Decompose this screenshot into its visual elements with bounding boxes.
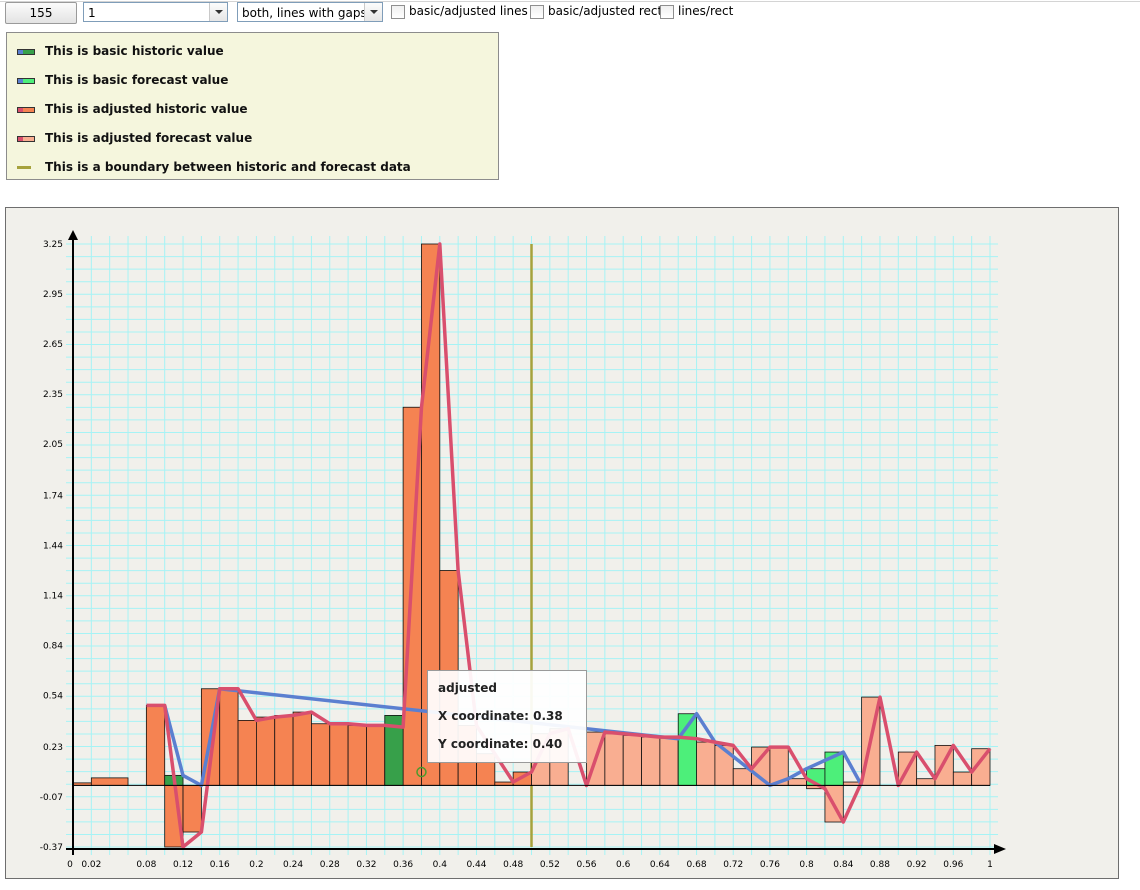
tooltip-x-coordinate: X coordinate: 0.38 [438,709,563,723]
x-tick-label: 0.4 [433,860,448,870]
x-tick-label: 0.2 [249,860,263,870]
x-tick-label: 0.92 [907,860,927,870]
adjusted-bar [347,725,367,786]
count-button[interactable]: 155 [5,2,77,24]
x-tick-label: 0.36 [393,860,413,870]
x-tick-label: 0.84 [833,860,853,870]
tooltip: adjusted X coordinate: 0.38 Y coordinate… [427,670,587,763]
adjusted-bar [182,784,202,833]
checkbox-label: lines/rect [678,4,734,18]
tooltip-y-coordinate: Y coordinate: 0.40 [438,737,563,751]
x-tick-label: 0.08 [136,860,156,870]
adjusted-bar [696,741,716,786]
adjusted-bar [916,778,936,786]
adjusted-bar [311,723,331,786]
legend-label: This is a boundary between historic and … [45,160,411,174]
checkbox-box[interactable] [660,5,674,19]
legend-label: This is adjusted forecast value [45,131,253,145]
x-tick-label: 0.52 [540,860,560,870]
x-tick-label: 0.64 [650,860,670,870]
y-tick-label: 2.95 [43,290,63,300]
toolbar-divider [0,1,1140,2]
legend-label: This is adjusted historic value [45,102,248,116]
adjusted-bar [787,778,808,786]
x-tick-label: 1 [987,860,993,870]
x-axis-arrow [994,844,1006,854]
chevron-down-icon[interactable] [364,3,382,21]
y-tick-label: 0.54 [43,691,63,701]
adjusted-bar [366,725,386,786]
x-tick-label: 0.56 [576,860,596,870]
series-select-value: 1 [88,6,96,20]
adjusted-bars [72,243,991,848]
x-tick-label: 0.32 [356,860,376,870]
adjusted-bar [145,705,166,786]
checkbox-label: basic/adjusted rect [548,4,663,18]
x-tick-label: 0.68 [687,860,707,870]
adjusted-bar [659,736,679,786]
checkbox-label: basic/adjusted lines [409,4,528,18]
axes [66,230,1006,855]
adjusted-bar [952,771,973,786]
x-tick-label: 0.88 [870,860,890,870]
adjusted-bar [622,734,642,786]
cursor-layer [416,766,427,778]
adjusted-bar [90,777,129,786]
cursor-marker [416,766,427,778]
x-tick-label: 0.6 [616,860,631,870]
x-tick-label: 0.24 [283,860,303,870]
x-tick-label: 0.12 [173,860,193,870]
x-tick-label: 0.8 [799,860,814,870]
y-tick-label: 2.65 [43,340,63,350]
y-axis-arrow [68,230,78,240]
mode-select-value: both, lines with gaps [242,6,367,20]
checkbox-box[interactable] [391,5,405,19]
adjusted-bar [255,716,276,786]
x-tick-label: 0.28 [320,860,340,870]
legend-swatch [17,107,35,113]
adjusted-bar [329,723,349,786]
y-tick-label: -0.37 [40,843,63,853]
checkbox-box[interactable] [530,5,544,19]
legend-label: This is basic forecast value [45,73,229,87]
y-tick-label: 1.74 [43,492,63,502]
x-tick-label: 0.48 [503,860,523,870]
chevron-down-icon[interactable] [209,3,227,21]
toolbar: 155 1 both, lines with gaps basic/adjust… [0,0,1140,26]
legend-label: This is basic historic value [45,44,224,58]
x-tick-label: 0.96 [943,860,963,870]
adjusted-bar [274,715,294,786]
x-tick-label: 0.76 [760,860,780,870]
tick-labels: 3.25 2.95 2.65 2.35 2.05 1.74 1.44 1.14 0.84 0.54… [40,240,993,870]
x-tick-label: 0.02 [81,860,101,870]
legend-swatch [17,136,35,142]
basic-series-line [163,687,864,788]
series-select[interactable]: 1 [83,2,228,22]
legend: This is basic historic value This is bas… [6,32,499,180]
adjusted-bar [604,733,624,786]
legend-swatch [17,78,35,84]
y-tick-label: 3.25 [43,240,63,250]
legend-swatch [17,49,35,55]
y-tick-label: 1.14 [43,591,63,601]
y-tick-label: 0.23 [43,743,63,753]
y-tick-label: 1.44 [43,542,63,552]
y-tick-label: 2.05 [43,440,63,450]
basic-bars [164,713,844,786]
adjusted-bar [292,711,312,786]
y-tick-label: -0.07 [40,793,63,803]
adjusted-bar [732,768,752,786]
legend-swatch [17,166,31,169]
x-tick-label: 0.72 [723,860,743,870]
mode-select[interactable]: both, lines with gaps [237,2,383,22]
tooltip-title: adjusted [438,681,497,695]
adjusted-bar [641,736,661,786]
y-tick-label: 2.35 [43,390,63,400]
x-tick-label: 0.44 [466,860,486,870]
y-tick-label: 0.84 [43,641,63,651]
x-tick-label: 0 [67,860,73,870]
adjusted-bar [237,720,257,786]
x-tick-label: 0.16 [210,860,230,870]
adjusted-bar [219,688,239,786]
